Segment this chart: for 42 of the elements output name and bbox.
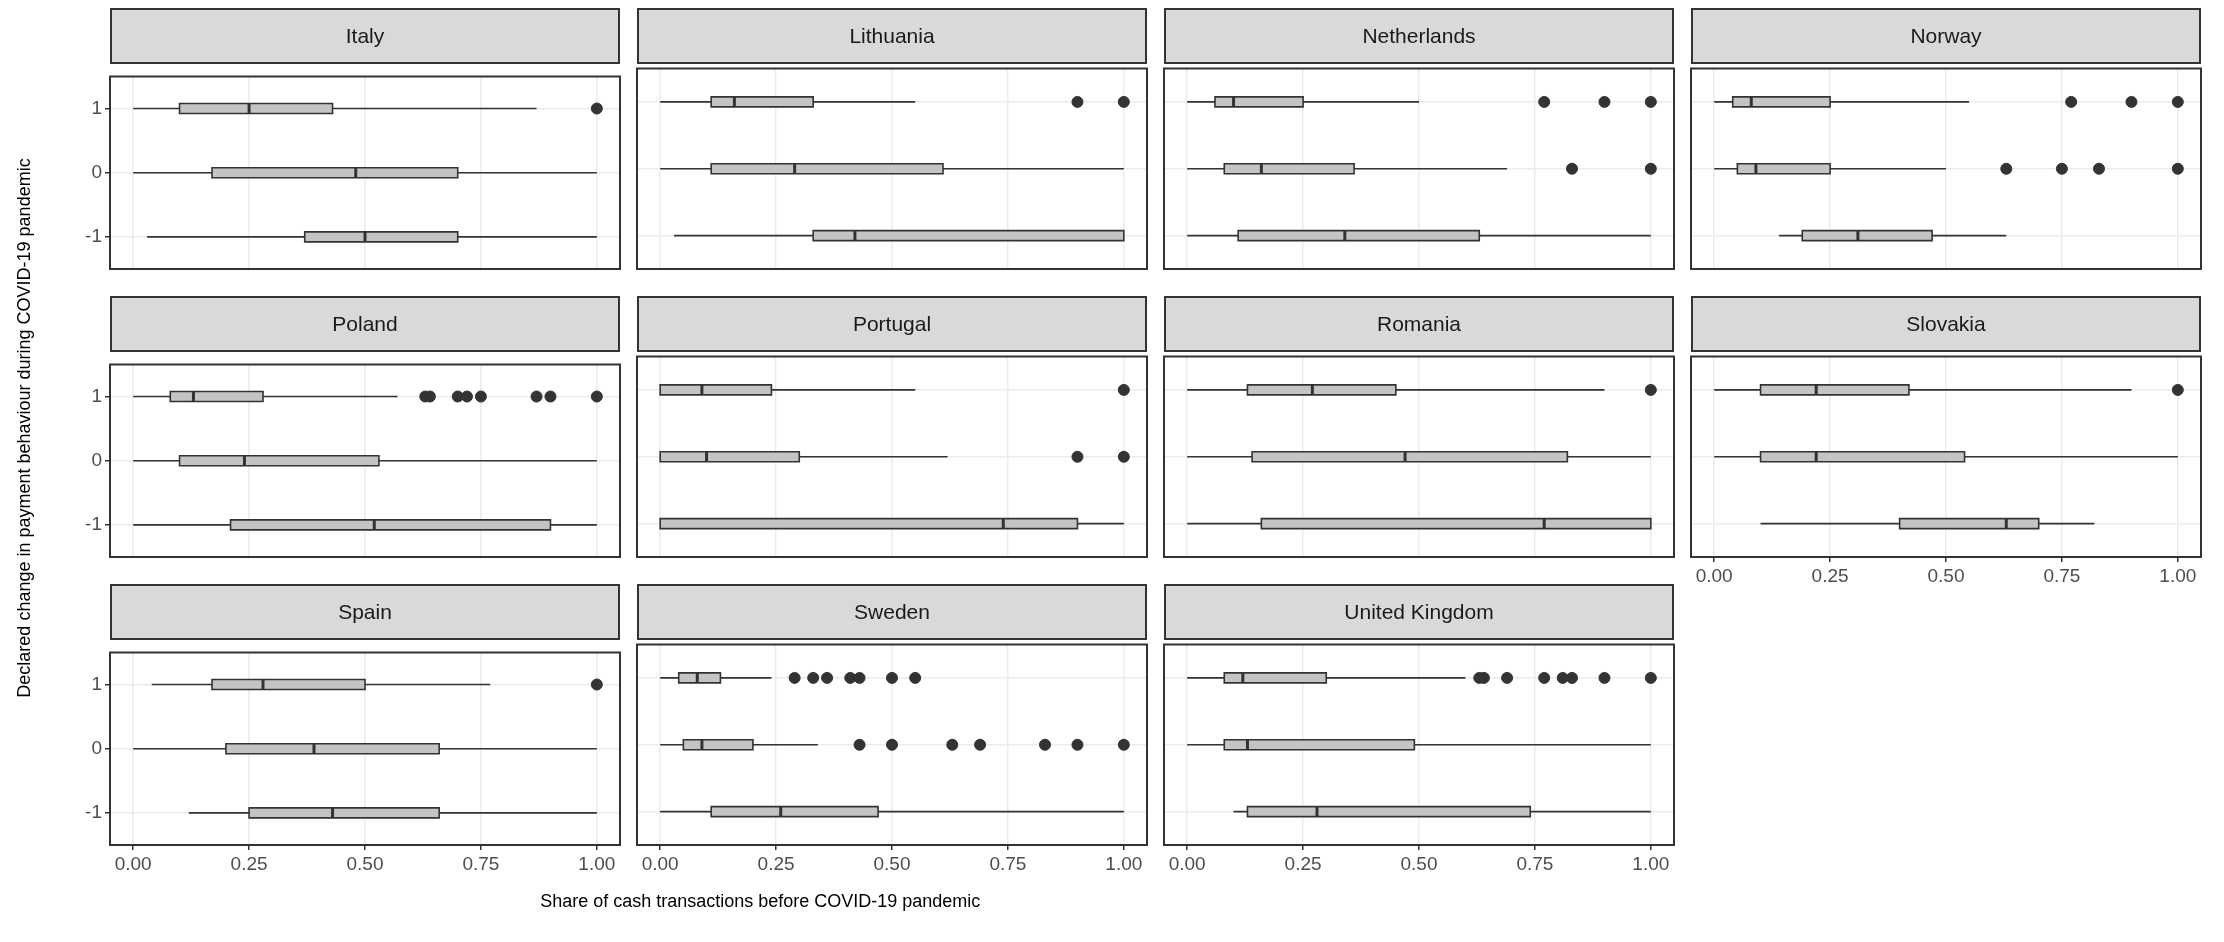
x-tick-label: 1.00 xyxy=(1632,852,1670,874)
x-tick-label: 0.50 xyxy=(1927,564,1965,586)
chart-title: Netherlands xyxy=(1164,8,1674,64)
x-tick-label: 0.75 xyxy=(1516,852,1554,874)
y-tick-label: -1 xyxy=(85,801,102,823)
chart-title: Norway xyxy=(1691,8,2201,64)
x-tick-label: 0.25 xyxy=(230,852,268,874)
x-tick-label: 0.75 xyxy=(989,852,1027,874)
y-axis-title: Declared change in payment behaviour during COVID-19 pandemic xyxy=(13,157,35,698)
x-tick-label: 0.75 xyxy=(462,852,500,874)
x-tick-label: 0.00 xyxy=(1695,564,1733,586)
x-tick-label: 1.00 xyxy=(578,852,616,874)
x-tick-label: 0.25 xyxy=(1811,564,1849,586)
x-tick-label: 0.75 xyxy=(2043,564,2081,586)
y-tick-label: 0 xyxy=(91,160,102,182)
x-tick-label: 1.00 xyxy=(1105,852,1143,874)
x-tick-label: 0.00 xyxy=(641,852,679,874)
chart-title: Sweden xyxy=(637,584,1147,640)
x-tick-label: 0.50 xyxy=(873,852,911,874)
y-tick-label: 0 xyxy=(91,736,102,758)
chart-title: United Kingdom xyxy=(1164,584,1674,640)
x-tick-label: 0.00 xyxy=(1168,852,1206,874)
chart-title: Italy xyxy=(110,8,620,64)
y-tick-label: 1 xyxy=(91,672,102,694)
y-tick-label: 1 xyxy=(91,96,102,118)
y-tick-label: 1 xyxy=(91,384,102,406)
chart-title: Slovakia xyxy=(1691,296,2201,352)
x-tick-label: 0.25 xyxy=(1284,852,1322,874)
x-tick-label: 0.50 xyxy=(1400,852,1438,874)
chart-title: Poland xyxy=(110,296,620,352)
y-tick-label: 0 xyxy=(91,448,102,470)
x-tick-label: 1.00 xyxy=(2159,564,2197,586)
x-axis-title: Share of cash transactions before COVID-19 pandemic xyxy=(539,891,982,912)
chart-title: Portugal xyxy=(637,296,1147,352)
x-tick-label: 0.50 xyxy=(346,852,384,874)
y-tick-label: -1 xyxy=(85,513,102,535)
chart-title: Lithuania xyxy=(637,8,1147,64)
y-tick-label: -1 xyxy=(85,225,102,247)
x-tick-label: 0.00 xyxy=(114,852,152,874)
chart-title: Romania xyxy=(1164,296,1674,352)
chart-title: Spain xyxy=(110,584,620,640)
x-tick-label: 0.25 xyxy=(757,852,795,874)
